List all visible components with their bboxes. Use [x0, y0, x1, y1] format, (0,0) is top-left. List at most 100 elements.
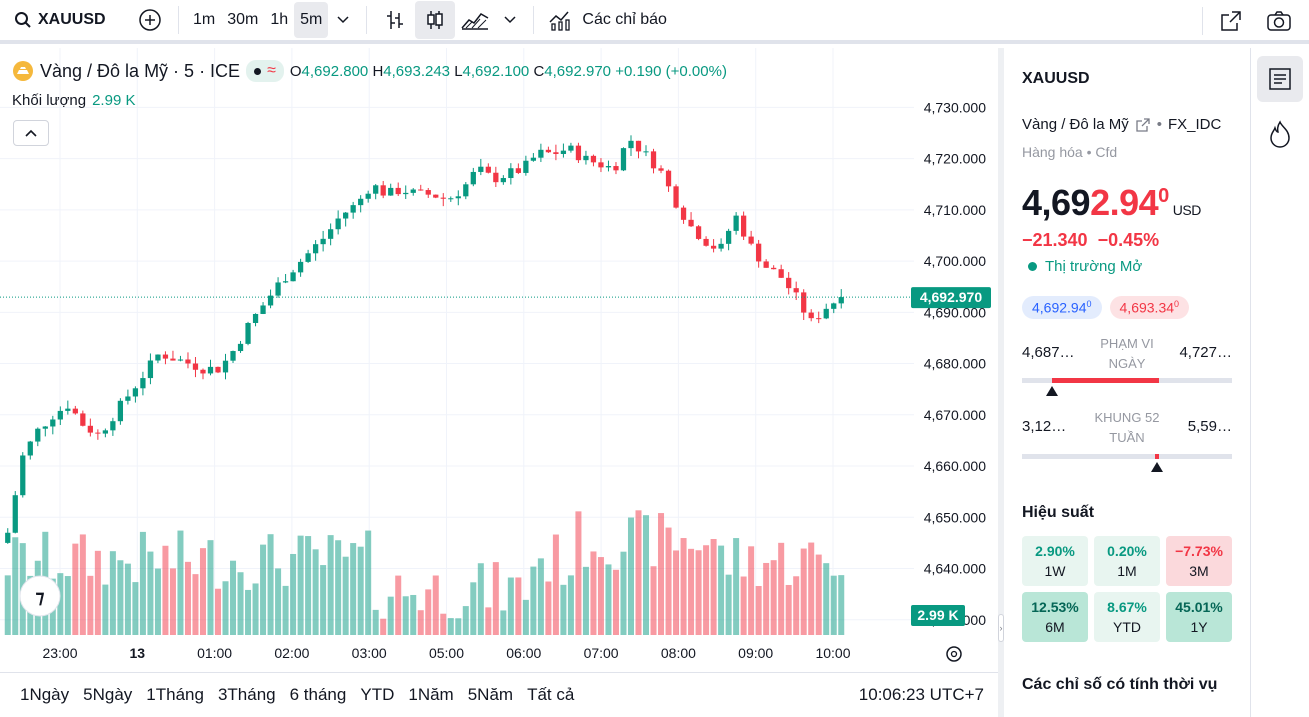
- time-tick-label: 02:00: [274, 645, 309, 661]
- volume-bar: [72, 543, 79, 635]
- volume-bar: [815, 554, 822, 635]
- hot-lists-button[interactable]: [1257, 112, 1303, 158]
- candle-body: [635, 140, 642, 152]
- volume-bar: [402, 596, 409, 635]
- volume-bar: [522, 599, 529, 635]
- chevron-up-icon: [25, 129, 37, 137]
- volume-bar: [770, 560, 777, 635]
- candle-body: [170, 358, 176, 361]
- candle-body: [463, 184, 469, 197]
- volume-bar: [64, 576, 71, 635]
- volume-bar: [252, 583, 259, 635]
- tv-logo: [19, 575, 61, 617]
- perf-cell-1w[interactable]: 2.90% 1W: [1022, 536, 1088, 586]
- date-range-bar: 1Ngày 5Ngày 1Tháng 3Tháng 6 tháng YTD 1N…: [0, 672, 1000, 717]
- collapse-legend-button[interactable]: [13, 120, 49, 146]
- perf-cell-1y[interactable]: 45.01% 1Y: [1166, 592, 1232, 642]
- volume-bar: [147, 551, 154, 635]
- candle-body: [373, 185, 379, 194]
- bar-chart-type-button[interactable]: [375, 1, 415, 39]
- timeframe-dropdown[interactable]: [328, 1, 358, 39]
- area-chart-type-button[interactable]: [455, 1, 495, 39]
- symbol-search-button[interactable]: XAUUSD: [0, 0, 130, 41]
- volume-bar: [245, 589, 252, 635]
- perf-cell-1m[interactable]: 0.20% 1M: [1094, 536, 1160, 586]
- range-5d[interactable]: 5Ngày: [83, 685, 133, 704]
- volume-bar: [440, 613, 447, 635]
- volume-bar: [154, 568, 161, 635]
- volume-bar: [680, 538, 687, 635]
- details-panel-button[interactable]: [1257, 56, 1303, 102]
- panel-resize-handle[interactable]: ›: [998, 48, 1004, 717]
- snapshot-button[interactable]: [1259, 2, 1299, 40]
- candle-body: [613, 166, 619, 171]
- volume-bar: [515, 577, 522, 635]
- volume-bar: [673, 550, 680, 635]
- volume-bar: [537, 558, 544, 635]
- volume-bar: [237, 572, 244, 635]
- range-all[interactable]: Tất cả: [527, 685, 575, 704]
- price-tick-label: 4,730.000: [924, 99, 986, 115]
- candle-body: [500, 178, 506, 183]
- volume-bar: [102, 584, 109, 635]
- candle-body: [590, 155, 597, 163]
- volume-bar: [477, 563, 484, 635]
- indicators-button[interactable]: Các chỉ báo: [542, 0, 673, 41]
- indicators-icon: [549, 11, 571, 31]
- perf-cell-3m[interactable]: −7.73% 3M: [1166, 536, 1232, 586]
- perf-cell-6m[interactable]: 12.53% 6M: [1022, 592, 1088, 642]
- external-link-icon[interactable]: [1135, 117, 1151, 133]
- perf-cell-ytd[interactable]: 8.67% YTD: [1094, 592, 1160, 642]
- range-5y[interactable]: 5Năm: [467, 685, 514, 704]
- candle-body: [147, 360, 154, 379]
- top-toolbar: XAUUSD 1m 30m 1h 5m Các chỉ báo: [0, 0, 1309, 44]
- legend-title: Vàng / Đô la Mỹ · 5 · ICE: [40, 60, 241, 81]
- candle-body: [125, 396, 131, 401]
- candle-body: [838, 297, 844, 304]
- candle-body: [350, 205, 356, 213]
- time-tick-label: 07:00: [584, 645, 619, 661]
- chart-pane[interactable]: 4,730.000 4,720.000 4,710.000 4,700.000 4,69…: [0, 48, 998, 672]
- price-tick-label: 4,720.000: [924, 151, 986, 167]
- volume-bar: [650, 566, 657, 635]
- candle-body: [275, 282, 281, 296]
- candle-body: [403, 192, 409, 195]
- compare-button[interactable]: [130, 1, 170, 39]
- candle-chart-type-button[interactable]: [415, 1, 456, 39]
- range-3m[interactable]: 3Tháng: [217, 685, 276, 704]
- price-chart[interactable]: 4,730.000 4,720.000 4,710.000 4,700.000 4,69…: [0, 48, 998, 672]
- legend-change: +0.190 (+0.00%): [615, 62, 727, 80]
- range-1d[interactable]: 1Ngày: [20, 685, 70, 704]
- candle-body: [440, 197, 446, 199]
- open-in-new-window-button[interactable]: [1211, 2, 1251, 40]
- candle-body: [725, 230, 732, 244]
- candle-body: [365, 193, 371, 199]
- candle-body: [110, 421, 116, 431]
- timeframe-1h[interactable]: 1h: [270, 11, 289, 28]
- clock[interactable]: 10:06:23 UTC+7: [858, 685, 984, 704]
- volume-bar: [215, 588, 222, 635]
- timeframe-5m[interactable]: 5m: [294, 2, 329, 38]
- symbol-label: XAUUSD: [38, 11, 106, 28]
- last-volume-label: 2.99 K: [917, 607, 958, 623]
- range-1m[interactable]: 1Tháng: [146, 685, 204, 704]
- range-1y[interactable]: 1Năm: [408, 685, 454, 704]
- chart-type-dropdown[interactable]: [495, 1, 525, 39]
- range-ytd[interactable]: YTD: [360, 685, 395, 704]
- candle-body: [628, 140, 634, 149]
- candle-body: [140, 378, 146, 389]
- ask-price: 4,693.340: [1109, 296, 1190, 319]
- volume-bar: [605, 564, 612, 635]
- timeframe-30m[interactable]: 30m: [227, 11, 259, 28]
- candle-body: [245, 322, 251, 344]
- area-chart-icon: [461, 13, 489, 30]
- timeframe-1m[interactable]: 1m: [193, 11, 216, 28]
- candle-body: [433, 194, 439, 198]
- range-6m[interactable]: 6 tháng: [289, 685, 347, 704]
- time-tick-label: 01:00: [197, 645, 232, 661]
- panel-symbol[interactable]: XAUUSD: [1022, 70, 1090, 87]
- volume-bar: [718, 545, 725, 635]
- chart-legend: Vàng / Đô la Mỹ · 5 · ICE ≈ O4,692.800 H…: [12, 60, 727, 82]
- candle-body: [568, 145, 574, 151]
- volume-bar: [139, 531, 146, 635]
